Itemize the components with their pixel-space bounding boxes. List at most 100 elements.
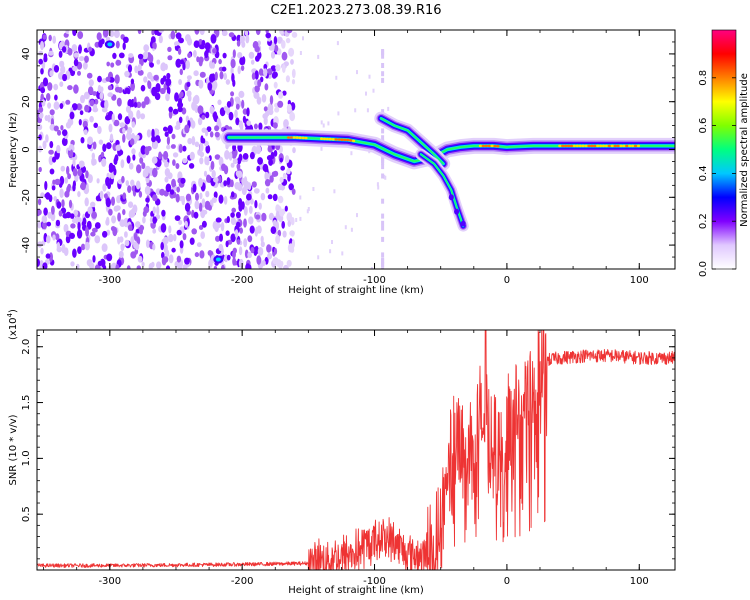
noise-blob [199, 30, 205, 36]
noise-blob [199, 157, 204, 165]
noise-blob [127, 185, 132, 194]
noise-blob [53, 101, 60, 110]
noise-blob [152, 228, 157, 234]
noise-blob [131, 121, 136, 128]
noise-blob [179, 68, 183, 76]
noise-blob [164, 168, 171, 177]
noise-blob [97, 260, 104, 266]
noise-blob [38, 166, 42, 173]
noise-blob [145, 197, 150, 203]
noise-blob [62, 74, 68, 82]
noise-blob [134, 243, 140, 251]
noise-blob [166, 144, 171, 150]
noise-blob [194, 252, 200, 258]
noise-blob [261, 260, 266, 267]
noise-blob [42, 77, 49, 87]
noise-blob [186, 90, 192, 97]
hot-spot [596, 144, 600, 148]
hot-spot [490, 144, 494, 148]
noise-blob [83, 91, 90, 100]
x-tick-label: -200 [231, 576, 254, 587]
hot-spot [607, 144, 611, 148]
noise-blob [103, 193, 108, 199]
noise-blob [46, 235, 51, 244]
noise-blob [163, 150, 169, 160]
noise-blob [176, 186, 180, 193]
noise-blob [115, 40, 120, 49]
noise-blob [261, 94, 267, 103]
noise-blob [165, 183, 172, 193]
noise-blob [166, 136, 170, 146]
noise-blob [238, 198, 243, 208]
noise-blob [281, 40, 286, 49]
noise-blob [236, 170, 243, 179]
noise-blob [113, 30, 120, 39]
noise-blob [281, 51, 288, 61]
noise-blob [129, 208, 136, 218]
hot-spot [599, 144, 603, 148]
hot-spot [601, 144, 606, 148]
snr-frame [36, 329, 676, 571]
noise-blob [178, 116, 183, 124]
noise-blob [101, 243, 108, 253]
noise-blob [280, 165, 286, 171]
noise-blob [147, 71, 153, 80]
noise-blob [135, 221, 141, 228]
noise-blob [271, 171, 277, 178]
noise-blob [49, 141, 54, 149]
noise-blob [254, 45, 260, 53]
noise-blob [65, 235, 71, 244]
noise-blob [94, 264, 101, 269]
noise-blob [143, 44, 150, 52]
noise-blob [89, 99, 95, 107]
noise-blob [53, 65, 60, 73]
noise-speck [354, 108, 357, 113]
noise-blob [148, 263, 153, 269]
hot-spot [578, 144, 582, 148]
noise-blob [174, 41, 180, 47]
noise-blob [66, 165, 70, 175]
hot-spot [610, 144, 614, 148]
noise-blob [221, 30, 228, 37]
noise-blob [47, 211, 52, 219]
noise-speck [295, 218, 298, 222]
hot-spot [298, 136, 302, 140]
noise-speck [320, 120, 323, 125]
noise-blob [41, 99, 46, 107]
noise-blob [205, 111, 210, 119]
noise-blob [61, 129, 68, 137]
noise-blob [48, 50, 54, 56]
noise-blob [107, 92, 113, 98]
noise-blob [230, 91, 235, 97]
noise-column [381, 63, 385, 68]
hot-spot [631, 144, 635, 148]
hot-spot [328, 137, 332, 141]
noise-blob [230, 162, 235, 168]
noise-blob [80, 137, 85, 144]
noise-blob [55, 219, 61, 227]
x-tick-label: -200 [231, 275, 254, 286]
noise-blob [290, 231, 295, 237]
noise-blob [156, 59, 161, 65]
hot-spot [493, 144, 497, 148]
hot-spot [616, 144, 620, 148]
noise-blob [156, 205, 160, 216]
noise-blob [243, 206, 248, 216]
noise-blob [77, 246, 82, 255]
noise-blob [140, 113, 146, 120]
noise-blob [182, 233, 187, 241]
noise-blob [204, 140, 209, 147]
noise-blob [93, 98, 99, 105]
noise-blob [178, 144, 183, 153]
noise-blob [37, 208, 42, 216]
noise-blob [215, 217, 222, 223]
noise-blob [187, 137, 193, 145]
noise-blob [55, 233, 60, 241]
noise-blob [158, 30, 164, 33]
noise-blob [126, 265, 131, 269]
noise-blob [206, 126, 212, 132]
noise-blob [199, 151, 205, 158]
noise-blob [97, 84, 102, 94]
noise-blob [214, 71, 218, 81]
noise-speck [317, 54, 320, 59]
